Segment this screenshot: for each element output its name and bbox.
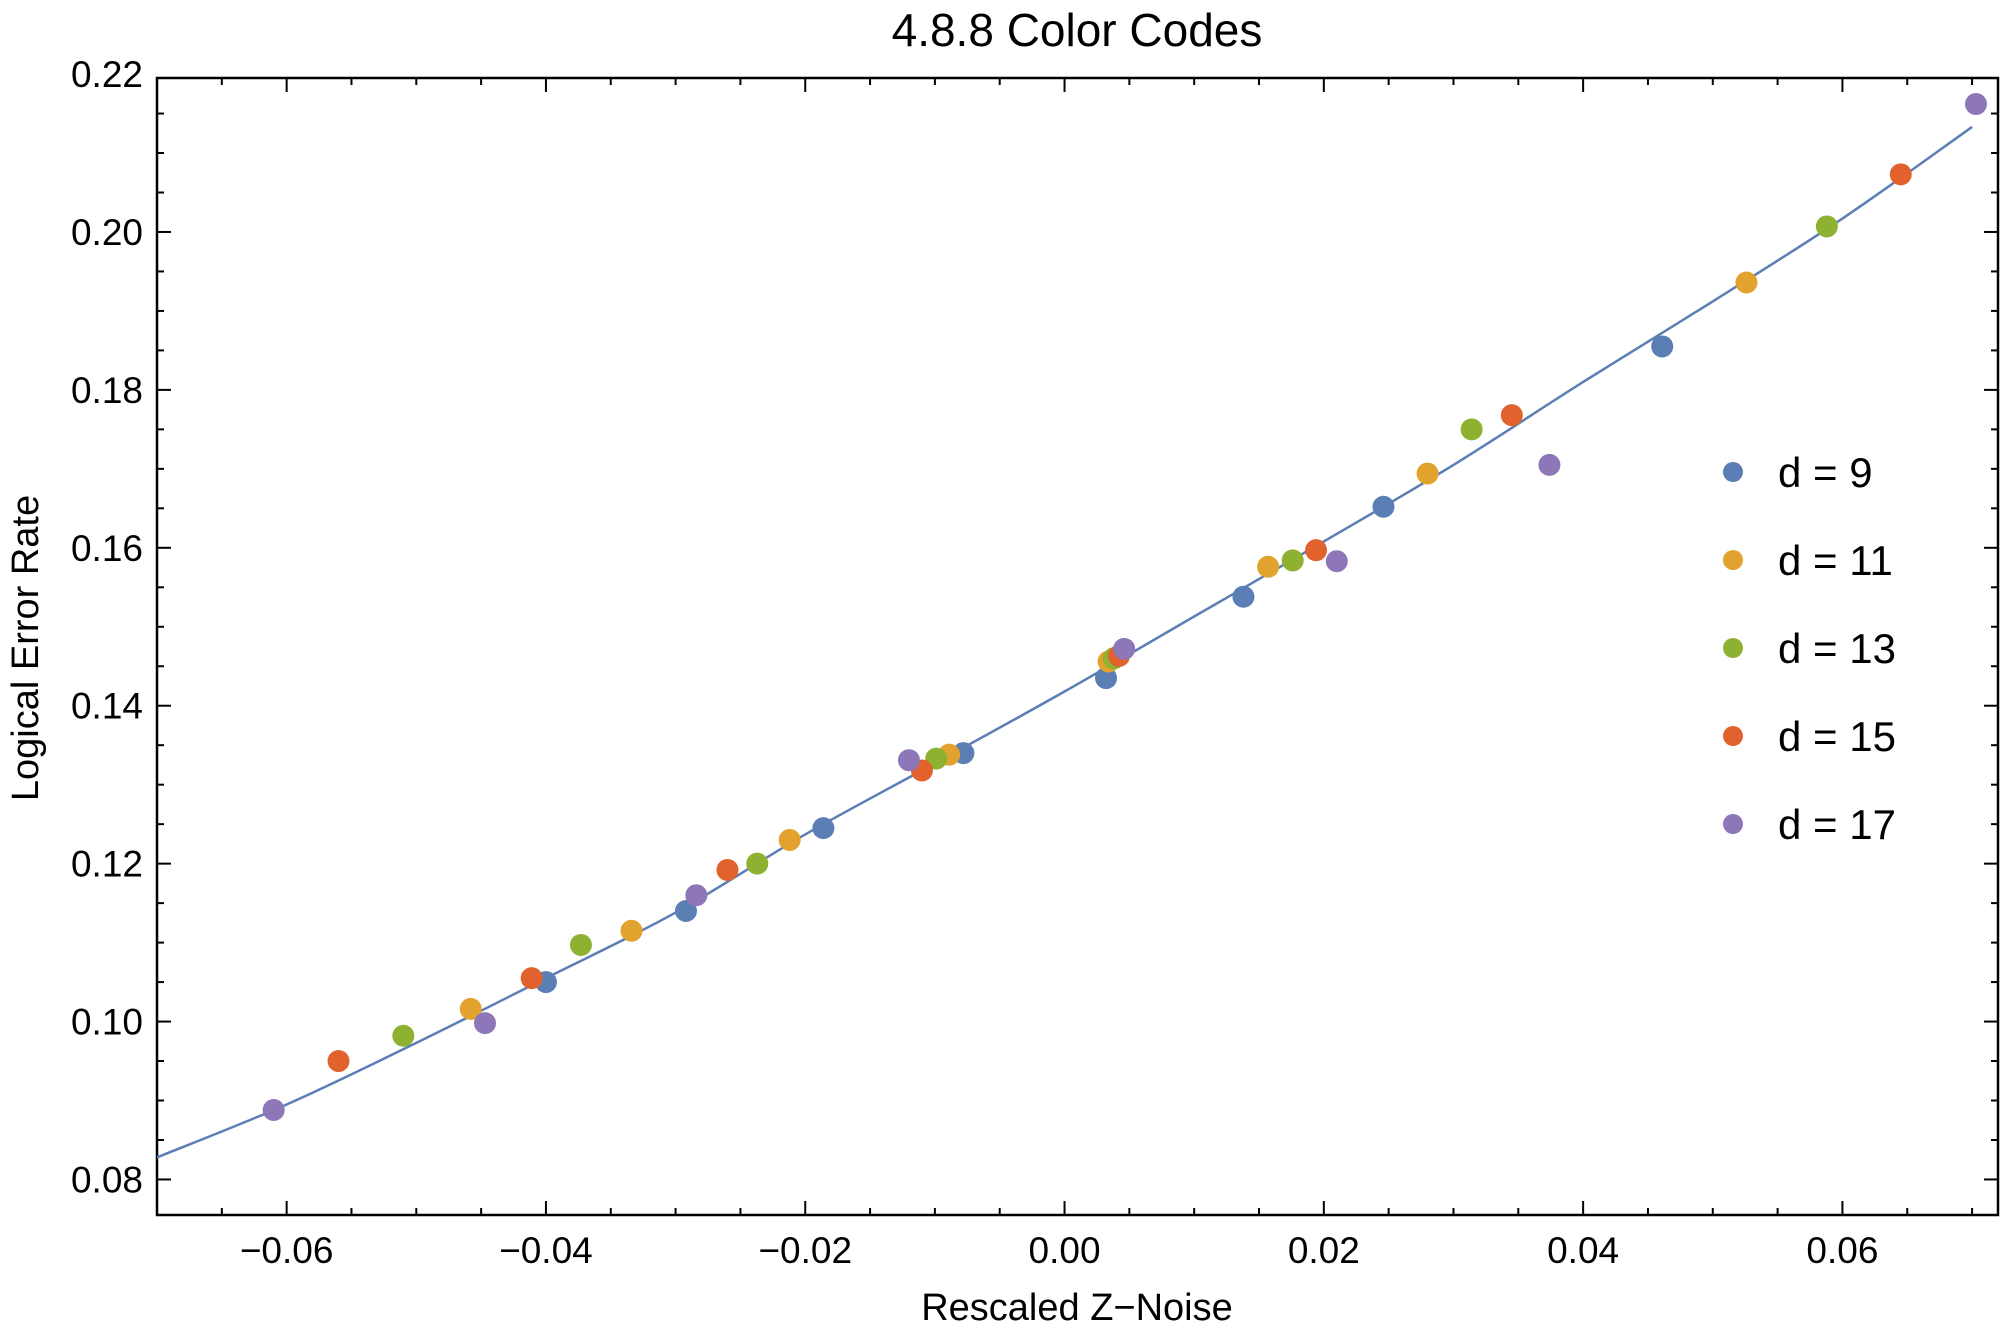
data-point <box>1281 549 1304 572</box>
data-point <box>1889 163 1912 186</box>
x-tick-label: −0.04 <box>499 1230 593 1271</box>
y-tick-label: 0.10 <box>71 1002 143 1043</box>
data-point <box>1372 495 1395 518</box>
data-point <box>327 1050 350 1073</box>
data-point <box>1232 585 1255 608</box>
y-tick-label: 0.22 <box>71 54 143 95</box>
legend-label: d = 9 <box>1778 449 1873 496</box>
fit-curve <box>156 125 1973 1159</box>
data-point <box>897 749 920 772</box>
legend-label: d = 15 <box>1778 713 1896 760</box>
legend-marker <box>1723 550 1743 570</box>
legend-label: d = 11 <box>1778 537 1893 584</box>
data-point <box>685 884 708 907</box>
data-point <box>459 997 482 1020</box>
data-point <box>1735 271 1758 294</box>
x-tick-label: 0.04 <box>1547 1230 1619 1271</box>
y-tick-label: 0.14 <box>71 686 143 727</box>
x-tick-label: −0.06 <box>240 1230 334 1271</box>
data-point <box>1257 555 1280 578</box>
legend-label: d = 17 <box>1778 801 1896 848</box>
x-tick-label: 0.00 <box>1029 1230 1101 1271</box>
data-point <box>474 1012 497 1035</box>
data-point <box>778 828 801 851</box>
x-axis-label: Rescaled Z−Noise <box>921 1287 1233 1329</box>
series-3 <box>392 215 1838 1047</box>
x-tick-label: 0.02 <box>1288 1230 1360 1271</box>
chart-title: 4.8.8 Color Codes <box>892 4 1263 56</box>
data-point <box>1651 335 1674 358</box>
data-point <box>1305 539 1328 562</box>
axis-ticks: −0.06 −0.04 −0.02 0.00 0.02 0.04 0.06 0.08 0.10 0… <box>71 54 1998 1271</box>
legend-marker <box>1723 726 1743 746</box>
y-tick-label: 0.08 <box>71 1159 143 1200</box>
data-point <box>716 858 739 881</box>
data-point <box>1500 404 1523 427</box>
data-point <box>746 852 769 875</box>
data-point <box>1416 462 1439 485</box>
legend-marker <box>1723 462 1743 482</box>
x-tick-label: 0.06 <box>1806 1230 1878 1271</box>
fit-line <box>156 125 1973 1159</box>
data-points <box>262 93 1987 1121</box>
series-2 <box>459 271 1758 1020</box>
data-point <box>569 933 592 956</box>
data-point <box>520 967 543 990</box>
data-point <box>1460 418 1483 441</box>
data-point <box>1113 637 1136 660</box>
data-point <box>1964 93 1987 116</box>
data-point <box>392 1024 415 1047</box>
plot-area <box>155 76 2000 1217</box>
x-tick-label: −0.02 <box>758 1230 852 1271</box>
series-5 <box>262 93 1987 1121</box>
data-point <box>1538 453 1561 476</box>
data-point <box>812 817 835 840</box>
y-tick-label: 0.16 <box>71 528 143 569</box>
y-tick-label: 0.12 <box>71 844 143 885</box>
data-point <box>1325 550 1348 573</box>
legend-marker <box>1723 638 1743 658</box>
plot-frame <box>155 76 2000 1217</box>
legend: d = 9 d = 11 d = 13 d = 15 d = 17 <box>1723 449 1896 848</box>
series-1 <box>534 335 1674 994</box>
legend-label: d = 13 <box>1778 625 1896 672</box>
y-tick-label: 0.20 <box>71 212 143 253</box>
data-point <box>620 919 643 942</box>
data-point <box>262 1098 285 1121</box>
data-point <box>674 900 697 923</box>
data-point <box>1815 215 1838 238</box>
data-point <box>1095 667 1118 690</box>
y-tick-label: 0.18 <box>71 370 143 411</box>
series-4 <box>327 163 1912 1073</box>
legend-marker <box>1723 814 1743 834</box>
y-axis-label: Logical Error Rate <box>5 495 47 801</box>
